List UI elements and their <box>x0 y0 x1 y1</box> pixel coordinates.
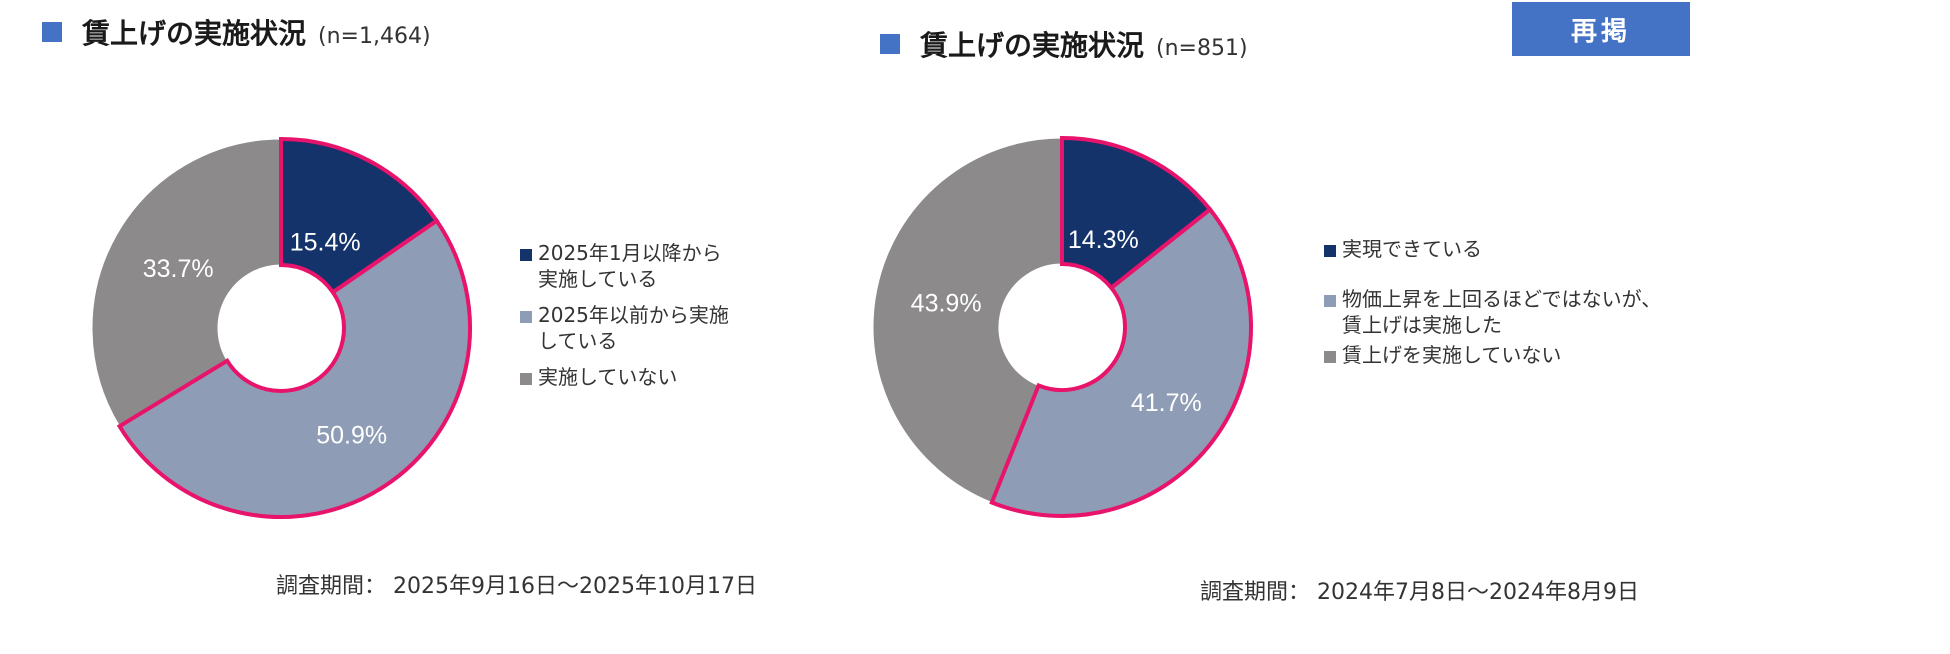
legend-right: 実現できている 物価上昇を上回るほどではないが、 賃上げは実施した 賃上げを実施… <box>1324 236 1762 392</box>
legend-item: 2025年以前から実施 している <box>520 302 798 354</box>
legend-swatch <box>520 249 532 261</box>
legend-swatch <box>520 311 532 323</box>
legend-label: 物価上昇を上回るほどではないが、 賃上げは実施した <box>1342 287 1662 337</box>
legend-label: 2025年以前から実施 している <box>538 303 729 353</box>
sample-size: (n=851) <box>1156 36 1248 61</box>
chart-title-right: 賃上げの実施状況 (n=851) <box>880 24 1248 64</box>
data-label: 33.7% <box>143 255 214 283</box>
slice-highlight-outline <box>116 218 473 520</box>
slice-highlight-outline <box>279 136 440 296</box>
legend-left: 2025年1月以降から 実施している 2025年以前から実施 している 実施して… <box>520 240 798 400</box>
legend-item: 賃上げを実施していない <box>1324 342 1762 368</box>
chart-title-left: 賃上げの実施状況 (n=1,464) <box>42 12 431 52</box>
title-text: 賃上げの実施状況 <box>920 29 1145 62</box>
legend-item: 2025年1月以降から 実施している <box>520 240 798 292</box>
data-label: 50.9% <box>316 422 387 450</box>
repost-badge: 再掲 <box>1512 2 1690 56</box>
survey-period-right: 調査期間： 2024年7月8日～2024年8月9日 <box>1200 580 1639 605</box>
title-square-icon <box>880 34 900 54</box>
legend-swatch <box>1324 351 1336 363</box>
legend-label: 実施していない <box>538 365 678 389</box>
legend-label: 2025年1月以降から 実施している <box>538 241 722 291</box>
data-label: 15.4% <box>290 229 361 257</box>
legend-label: 実現できている <box>1342 237 1482 261</box>
title-text: 賃上げの実施状況 <box>82 17 307 50</box>
legend-swatch <box>520 373 532 385</box>
legend-item: 実現できている <box>1324 236 1762 262</box>
survey-period-left: 調査期間： 2025年9月16日～2025年10月17日 <box>276 574 757 599</box>
title-square-icon <box>42 22 62 42</box>
legend-label: 賃上げを実施していない <box>1342 343 1562 367</box>
legend-swatch <box>1324 295 1336 307</box>
legend-item: 実施していない <box>520 364 798 390</box>
donut-slice <box>91 138 282 427</box>
sample-size: (n=1,464) <box>318 24 431 49</box>
legend-swatch <box>1324 245 1336 257</box>
legend-item: 物価上昇を上回るほどではないが、 賃上げは実施した <box>1324 286 1762 338</box>
